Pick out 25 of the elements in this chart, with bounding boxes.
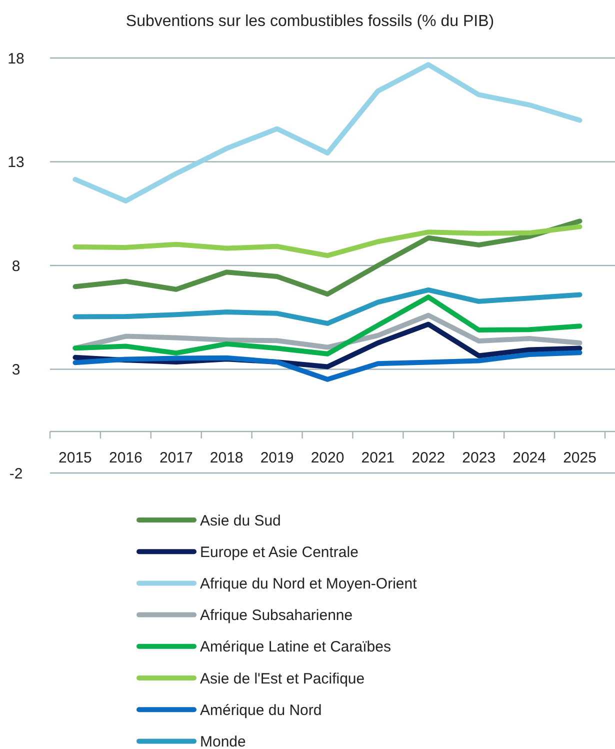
legend-label: Asie du Sud bbox=[200, 512, 281, 530]
y-tick-label: 13 bbox=[8, 154, 24, 171]
legend-label: Asie de l'Est et Pacifique bbox=[200, 670, 365, 688]
y-tick-label: 8 bbox=[12, 258, 20, 275]
x-tick-label: 2019 bbox=[260, 450, 294, 466]
legend-label: Amérique Latine et Caraïbes bbox=[200, 638, 391, 656]
x-tick-label: 2024 bbox=[512, 450, 546, 466]
legend-label: Afrique du Nord et Moyen-Orient bbox=[200, 575, 418, 592]
x-tick-label: 2022 bbox=[412, 450, 446, 466]
y-tick-label: -2 bbox=[9, 465, 23, 482]
chart-title: Subventions sur les combustibles fossils (% du PIB) bbox=[126, 13, 494, 30]
legend-label: Amérique du Nord bbox=[200, 702, 322, 719]
legend-label: Afrique Subsaharienne bbox=[200, 607, 353, 624]
x-tick-label: 2020 bbox=[310, 450, 344, 466]
x-tick-label: 2017 bbox=[159, 450, 193, 466]
x-tick-label: 2025 bbox=[563, 450, 596, 466]
x-tick-label: 2015 bbox=[58, 450, 92, 466]
x-tick-label: 2018 bbox=[210, 450, 244, 466]
y-tick-label: 3 bbox=[12, 362, 20, 378]
legend-label: Monde bbox=[200, 733, 246, 749]
x-tick-label: 2016 bbox=[108, 450, 142, 466]
y-tick-label: 18 bbox=[8, 50, 24, 68]
x-tick-label: 2021 bbox=[361, 450, 395, 466]
legend-label: Europe et Asie Centrale bbox=[200, 544, 358, 561]
x-tick-label: 2023 bbox=[462, 450, 496, 466]
